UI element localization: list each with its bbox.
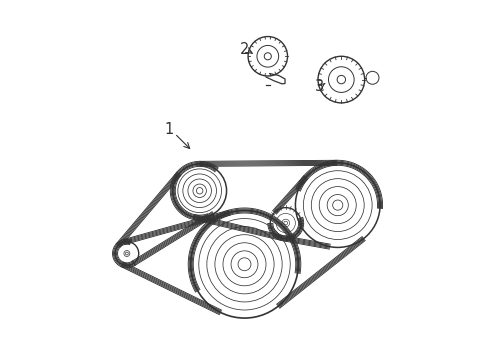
Text: 1: 1 [164, 122, 173, 137]
Text: 3: 3 [315, 79, 324, 94]
Text: 2: 2 [239, 42, 249, 57]
